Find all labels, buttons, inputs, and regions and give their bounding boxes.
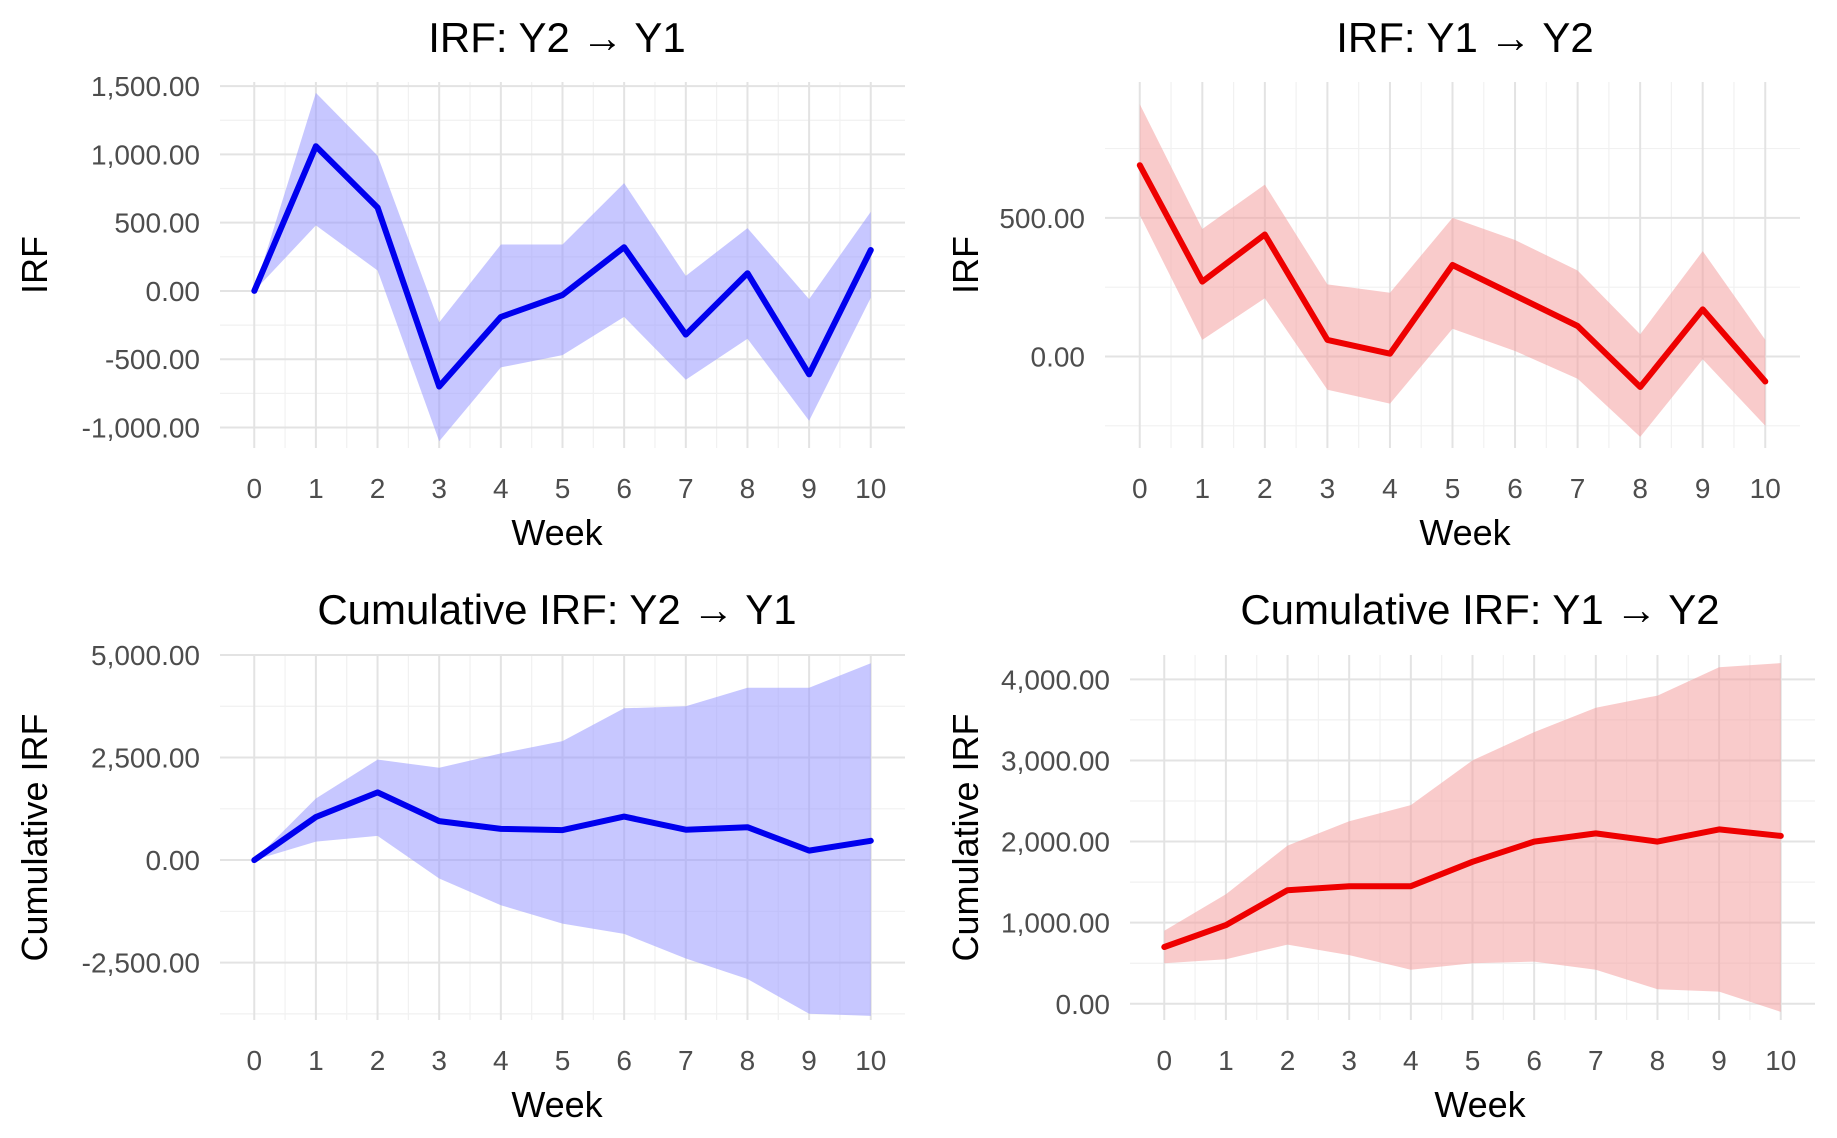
y-tick-label: 1,000.00 [1001, 908, 1110, 939]
chart-title: Cumulative IRF: Y1 → Y2 [1240, 586, 1719, 633]
x-tick-label: 5 [555, 473, 571, 504]
x-tick-label: 6 [616, 1045, 632, 1076]
x-tick-label: 6 [1507, 473, 1523, 504]
x-tick-label: 4 [1382, 473, 1398, 504]
x-tick-label: 9 [1711, 1045, 1727, 1076]
x-tick-label: 4 [1403, 1045, 1419, 1076]
x-tick-label: 3 [431, 473, 447, 504]
y-tick-label: 0.00 [146, 845, 201, 876]
x-tick-label: 3 [1320, 473, 1336, 504]
x-tick-label: 0 [246, 1045, 262, 1076]
x-tick-label: 3 [431, 1045, 447, 1076]
chart-title: IRF: Y1 → Y2 [1336, 14, 1594, 61]
x-tick-label: 10 [855, 473, 886, 504]
x-axis-title: Week [511, 1084, 603, 1125]
y-tick-label: 0.00 [1031, 342, 1086, 373]
x-tick-label: 0 [1132, 473, 1148, 504]
chart-panel-4: 0.00 1,000.00 2,000.00 3,000.00 4,000.00 0 1 2 3… [945, 586, 1815, 1125]
chart-panel-2: 0.00 500.00 0 1 2 3 4 5 6 7 8 9 10 IRF: Y1 → Y2 Week IR… [945, 14, 1800, 553]
x-tick-label: 2 [370, 1045, 386, 1076]
y-axis-title: Cumulative IRF [945, 713, 986, 961]
x-tick-label: 1 [308, 473, 324, 504]
x-tick-label: 7 [1588, 1045, 1604, 1076]
y-tick-label: -1,000.00 [82, 413, 200, 444]
x-tick-label: 1 [1218, 1045, 1234, 1076]
x-tick-label: 9 [801, 1045, 817, 1076]
x-tick-label: 0 [1156, 1045, 1172, 1076]
x-tick-label: 6 [616, 473, 632, 504]
y-tick-label: 5,000.00 [91, 640, 200, 671]
y-axis-title: Cumulative IRF [14, 713, 55, 961]
chart-panel-1: -1,000.00 -500.00 0.00 500.00 1,000.00 1,500.… [14, 14, 905, 553]
x-tick-label: 3 [1341, 1045, 1357, 1076]
x-tick-label: 7 [678, 1045, 694, 1076]
irf-line [1161, 826, 1784, 950]
y-tick-label: 2,500.00 [91, 743, 200, 774]
x-tick-label: 2 [1280, 1045, 1296, 1076]
x-tick-label: 10 [1750, 473, 1781, 504]
chart-panel-3: -2,500.00 0.00 2,500.00 5,000.00 0 1 2 3 4 5 6 7 8 9 1… [14, 586, 905, 1125]
x-tick-label: 9 [801, 473, 817, 504]
x-tick-label: 1 [308, 1045, 324, 1076]
y-axis-title: IRF [945, 236, 986, 294]
chart-title: Cumulative IRF: Y2 → Y1 [317, 586, 796, 633]
y-tick-label: 0.00 [146, 276, 201, 307]
irf-line [1136, 162, 1769, 390]
y-tick-label: -2,500.00 [82, 948, 200, 979]
x-axis-title: Week [1419, 512, 1511, 553]
chart-title: IRF: Y2 → Y1 [428, 14, 686, 61]
x-axis-title: Week [511, 512, 603, 553]
irf-line [251, 789, 874, 864]
x-tick-label: 5 [1445, 473, 1461, 504]
x-tick-label: 7 [678, 473, 694, 504]
confidence-band [254, 663, 871, 1016]
x-tick-label: 8 [740, 473, 756, 504]
irf-line [251, 143, 874, 390]
x-tick-label: 5 [1465, 1045, 1481, 1076]
y-axis-title: IRF [14, 236, 55, 294]
x-tick-label: 9 [1695, 473, 1711, 504]
y-tick-label: 1,500.00 [91, 71, 200, 102]
y-tick-label: 2,000.00 [1001, 827, 1110, 858]
y-tick-label: 500.00 [114, 208, 200, 239]
x-tick-label: 1 [1195, 473, 1211, 504]
y-tick-label: 500.00 [999, 203, 1085, 234]
x-tick-label: 8 [740, 1045, 756, 1076]
x-tick-label: 0 [246, 473, 262, 504]
y-tick-label: 1,000.00 [91, 139, 200, 170]
confidence-band [254, 92, 871, 442]
x-tick-label: 4 [493, 1045, 509, 1076]
y-tick-label: -500.00 [105, 344, 200, 375]
x-axis-title: Week [1434, 1084, 1526, 1125]
x-tick-label: 4 [493, 473, 509, 504]
y-tick-label: 4,000.00 [1001, 664, 1110, 695]
confidence-band [1164, 663, 1781, 1012]
x-tick-label: 2 [370, 473, 386, 504]
x-tick-label: 8 [1632, 473, 1648, 504]
x-tick-label: 10 [1765, 1045, 1796, 1076]
x-tick-label: 5 [555, 1045, 571, 1076]
x-tick-label: 2 [1257, 473, 1273, 504]
x-tick-label: 7 [1570, 473, 1586, 504]
y-tick-label: 3,000.00 [1001, 745, 1110, 776]
y-tick-label: 0.00 [1056, 989, 1111, 1020]
x-tick-label: 6 [1526, 1045, 1542, 1076]
x-tick-label: 8 [1650, 1045, 1666, 1076]
x-tick-label: 10 [855, 1045, 886, 1076]
